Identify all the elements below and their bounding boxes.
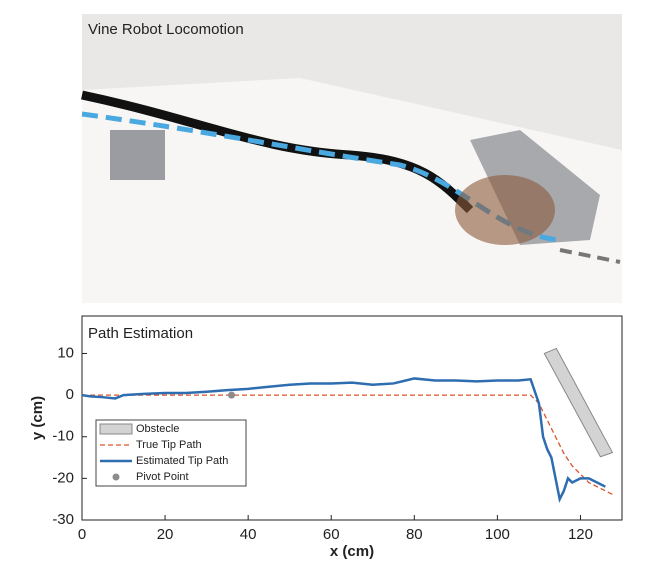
series-line: [81, 377, 606, 504]
y-axis-label: y (cm): [29, 396, 46, 440]
photo-path-end: [559, 248, 621, 264]
photo: Vine Robot Locomotion: [81, 14, 622, 303]
legend-marker: [112, 473, 120, 481]
x-tick-label: 0: [78, 526, 86, 543]
pivot-point: [228, 391, 236, 399]
chart-title: Path Estimation: [88, 325, 193, 342]
y-tick-label: 10: [57, 344, 74, 361]
legend-label: True Tip Path: [136, 439, 202, 451]
x-tick-label: 20: [157, 526, 174, 543]
robot-head: [455, 175, 555, 245]
chart: Path Estimation x (cm) y (cm) 0 20 40 60 80 1…: [29, 315, 623, 560]
y-tick-label: -10: [52, 428, 74, 445]
x-tick-label: 80: [406, 526, 423, 543]
x-tick-label: 60: [323, 526, 340, 543]
obstacle: [543, 347, 614, 458]
legend-label: Obstecle: [136, 423, 179, 435]
y-tick-label: -20: [52, 469, 74, 486]
x-tick-label: 40: [240, 526, 257, 543]
x-tick-label: 120: [568, 526, 593, 543]
photo-box: [110, 130, 165, 180]
y-tick-label: 0: [66, 386, 74, 403]
legend-label: Pivot Point: [136, 471, 189, 483]
x-tick-label: 100: [485, 526, 510, 543]
legend-patch: [99, 423, 133, 435]
photo-title: Vine Robot Locomotion: [88, 21, 244, 38]
x-axis-label: x (cm): [330, 543, 374, 560]
y-tick-label: -30: [52, 511, 74, 528]
legend-label: Estimated Tip Path: [136, 455, 228, 467]
